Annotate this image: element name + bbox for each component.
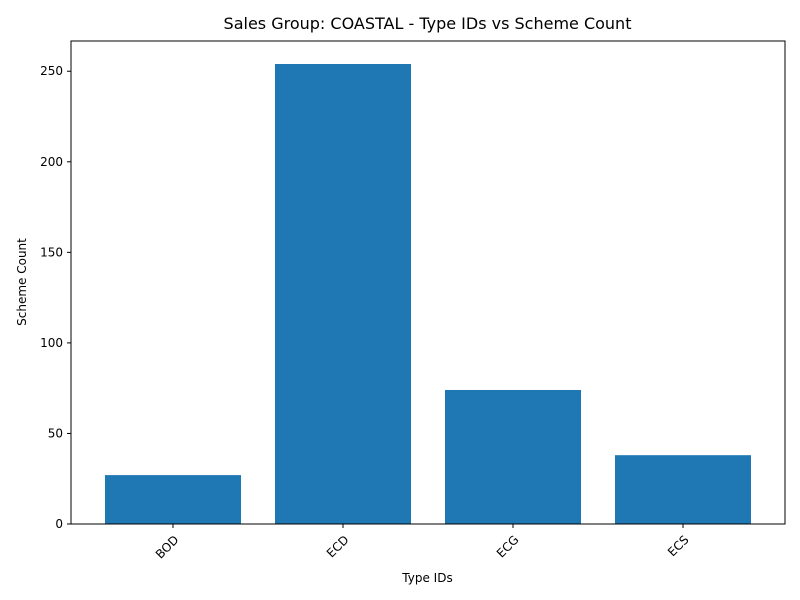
bars-group bbox=[105, 64, 751, 524]
x-tick-label-bod: BOD bbox=[153, 533, 182, 562]
x-axis: BOD ECD ECG ECS bbox=[153, 524, 692, 561]
plot-frame bbox=[70, 40, 786, 525]
y-tick-label: 0 bbox=[55, 517, 63, 531]
y-axis-label: Scheme Count bbox=[15, 238, 29, 326]
chart-title: Sales Group: COASTAL - Type IDs vs Schem… bbox=[224, 14, 632, 33]
bar-ecg bbox=[445, 389, 581, 524]
x-axis-label: Type IDs bbox=[401, 571, 452, 585]
x-tick-label-ecg: ECG bbox=[494, 533, 522, 561]
y-tick-label: 100 bbox=[40, 336, 63, 350]
bar-ecd bbox=[275, 64, 411, 524]
bar-bod bbox=[105, 475, 241, 524]
y-axis: 0 50 100 150 200 250 bbox=[40, 64, 71, 531]
y-tick-label: 50 bbox=[48, 426, 63, 440]
x-tick-label-ecd: ECD bbox=[324, 533, 352, 561]
x-tick-label-ecs: ECS bbox=[665, 533, 692, 560]
y-tick-label: 150 bbox=[40, 245, 63, 259]
bar-ecs bbox=[615, 455, 751, 524]
y-tick-label: 250 bbox=[40, 64, 63, 78]
y-tick-label: 200 bbox=[40, 155, 63, 169]
